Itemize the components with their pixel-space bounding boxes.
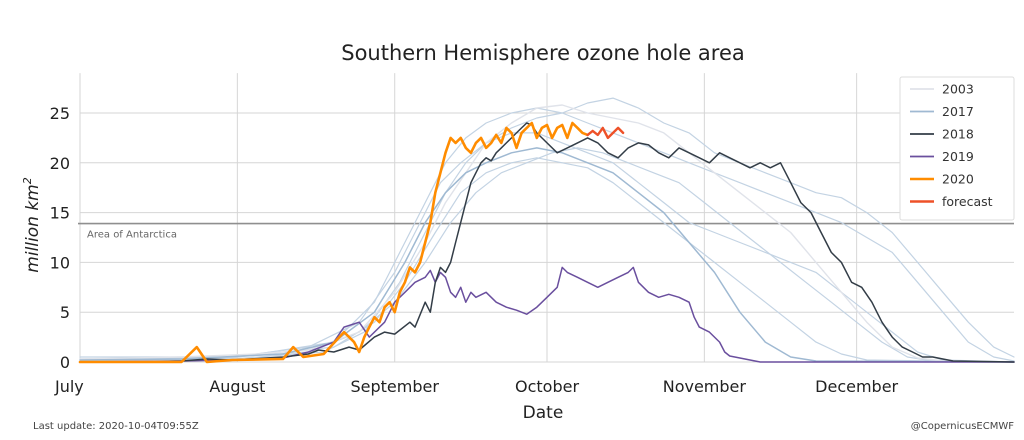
- x-tick-label: November: [663, 377, 747, 396]
- last-update-note: Last update: 2020-10-04T09:55Z: [33, 421, 199, 432]
- x-tick-label: December: [815, 377, 898, 396]
- y-axis-label-superscript: 2: [21, 177, 34, 184]
- chart-title: Southern Hemisphere ozone hole area: [341, 41, 745, 65]
- x-tick-label: September: [350, 377, 439, 396]
- y-tick-label: 0: [60, 353, 70, 372]
- series-line-2017: [79, 147, 1015, 363]
- y-tick-label: 5: [60, 303, 70, 322]
- series-line-2019: [79, 266, 1015, 363]
- x-axis-label: Date: [523, 403, 564, 423]
- series-line-other-6: [79, 132, 1015, 363]
- series-line-2003: [79, 104, 1015, 363]
- x-tick-label: August: [209, 377, 265, 396]
- x-tick-label: July: [54, 377, 84, 396]
- y-tick-label: 25: [50, 104, 70, 123]
- legend-label-2003: 2003: [942, 82, 974, 97]
- y-axis-label-main: million km: [23, 184, 43, 272]
- x-tick-label: October: [515, 377, 579, 396]
- series-line-forecast: [586, 126, 625, 140]
- copyright-note: @CopernicusECMWF: [911, 421, 1015, 432]
- antarctica-label: Area of Antarctica: [87, 230, 177, 241]
- legend-label-2019: 2019: [942, 149, 974, 164]
- series-line-2020: [78, 121, 589, 364]
- antarctica-reference: Area of Antarctica: [78, 222, 1014, 241]
- y-tick-label: 20: [50, 154, 70, 173]
- legend-label-2020: 2020: [942, 172, 974, 187]
- axis-ticks: 0 5 10 15 20 25 July August September October Nove…: [50, 104, 899, 396]
- y-tick-label: 15: [50, 204, 70, 223]
- series-line-2018: [79, 122, 1015, 363]
- legend-label-2018: 2018: [942, 127, 974, 142]
- series-line-other-10: [79, 147, 1015, 363]
- legend-label-2017: 2017: [942, 104, 974, 119]
- y-axis-label: million km2: [21, 177, 43, 272]
- legend: 2003 2017 2018 2019 2020 forecast: [899, 76, 1015, 221]
- series-line-other-8: [79, 157, 1015, 363]
- y-tick-label: 10: [50, 253, 70, 272]
- legend-label-forecast: forecast: [942, 194, 993, 209]
- grid-lines: [79, 73, 1014, 363]
- series-lines: [78, 97, 1015, 364]
- legend-box: [899, 76, 1015, 221]
- series-line-other-7: [79, 97, 1015, 361]
